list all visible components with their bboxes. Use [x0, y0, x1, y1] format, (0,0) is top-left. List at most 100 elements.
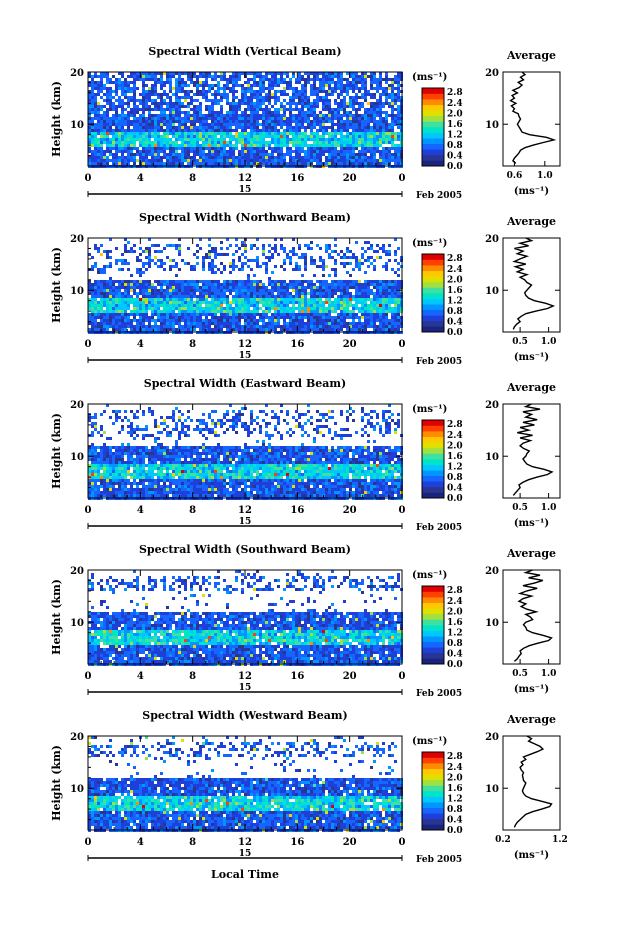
heatmap-cell: [115, 153, 118, 156]
heatmap-cell: [118, 96, 121, 99]
heatmap-cell: [379, 286, 382, 289]
heatmap-cell: [178, 283, 181, 286]
heatmap-cell: [118, 325, 121, 328]
heatmap-cell: [202, 325, 205, 328]
heatmap-cell: [301, 325, 304, 328]
heatmap-cell: [100, 325, 103, 328]
heatmap-cell: [91, 313, 94, 316]
heatmap-cell: [100, 117, 103, 120]
heatmap-cell: [91, 298, 94, 301]
heatmap-cell: [256, 75, 259, 78]
heatmap-cell: [142, 162, 145, 165]
heatmap-cell: [100, 78, 103, 81]
heatmap-cell: [187, 72, 190, 75]
heatmap-cell: [172, 156, 175, 159]
heatmap-cell: [328, 325, 331, 328]
heatmap-cell: [367, 123, 370, 126]
heatmap-cell: [235, 84, 238, 87]
heatmap-cell: [250, 322, 253, 325]
heatmap-cell: [310, 289, 313, 292]
heatmap-cell: [247, 117, 250, 120]
heatmap-cell: [340, 78, 343, 81]
heatmap-cell: [376, 126, 379, 129]
heatmap-cell: [217, 292, 220, 295]
heatmap-cell: [178, 87, 181, 90]
heatmap-cell: [298, 162, 301, 165]
heatmap-cell: [295, 253, 298, 256]
heatmap-cell: [103, 159, 106, 162]
heatmap-cell: [337, 156, 340, 159]
heatmap-cell: [202, 141, 205, 144]
heatmap-cell: [241, 162, 244, 165]
heatmap-cell: [169, 265, 172, 268]
heatmap-cell: [223, 253, 226, 256]
heatmap-cell: [175, 289, 178, 292]
heatmap-cell: [118, 283, 121, 286]
heatmap-cell: [91, 265, 94, 268]
heatmap-cell: [205, 295, 208, 298]
heatmap-cell: [343, 111, 346, 114]
heatmap-cell: [193, 328, 196, 331]
heatmap-cell: [118, 319, 121, 322]
heatmap-cell: [181, 102, 184, 105]
heatmap-cell: [274, 141, 277, 144]
heatmap-cell: [283, 280, 286, 283]
heatmap-cell: [109, 93, 112, 96]
heatmap-cell: [343, 301, 346, 304]
heatmap-cell: [229, 123, 232, 126]
heatmap-cell: [289, 325, 292, 328]
heatmap-cell: [385, 138, 388, 141]
heatmap-cell: [394, 283, 397, 286]
heatmap-cell: [256, 159, 259, 162]
heatmap-cell: [106, 129, 109, 132]
heatmap-cell: [292, 319, 295, 322]
heatmap-cell: [127, 304, 130, 307]
heatmap-cell: [181, 319, 184, 322]
heatmap-cell: [385, 153, 388, 156]
heatmap-cell: [190, 132, 193, 135]
heatmap-cell: [367, 295, 370, 298]
heatmap-cell: [238, 117, 241, 120]
heatmap-cell: [367, 162, 370, 165]
heatmap-cell: [298, 307, 301, 310]
heatmap-cell: [310, 87, 313, 90]
heatmap-cell: [265, 316, 268, 319]
heatmap-cell: [376, 289, 379, 292]
heatmap-cell: [250, 105, 253, 108]
heatmap-cell: [97, 280, 100, 283]
heatmap-cell: [385, 93, 388, 96]
heatmap-cell: [262, 292, 265, 295]
heatmap-cell: [139, 78, 142, 81]
heatmap-cell: [361, 96, 364, 99]
heatmap-cell: [166, 123, 169, 126]
heatmap-cell: [148, 307, 151, 310]
heatmap-cell: [166, 96, 169, 99]
heatmap-cell: [262, 120, 265, 123]
heatmap-cell: [103, 156, 106, 159]
heatmap-cell: [184, 84, 187, 87]
heatmap-cell: [124, 328, 127, 331]
heatmap-cell: [331, 138, 334, 141]
heatmap-cell: [340, 298, 343, 301]
heatmap-cell: [268, 259, 271, 262]
heatmap-cell: [280, 328, 283, 331]
heatmap-cell: [253, 328, 256, 331]
heatmap-cell: [211, 322, 214, 325]
heatmap-cell: [100, 114, 103, 117]
heatmap-cell: [145, 159, 148, 162]
heatmap-cell: [223, 156, 226, 159]
heatmap-cell: [322, 310, 325, 313]
heatmap-cell: [238, 123, 241, 126]
heatmap-cell: [355, 159, 358, 162]
heatmap-cell: [181, 144, 184, 147]
heatmap-cell: [121, 114, 124, 117]
heatmap-cell: [382, 126, 385, 129]
heatmap-cell: [397, 159, 400, 162]
heatmap-cell: [208, 87, 211, 90]
heatmap-cell: [205, 129, 208, 132]
heatmap-cell: [322, 307, 325, 310]
heatmap-cell: [145, 262, 148, 265]
heatmap-cell: [94, 301, 97, 304]
heatmap-cell: [310, 313, 313, 316]
heatmap-cell: [283, 81, 286, 84]
